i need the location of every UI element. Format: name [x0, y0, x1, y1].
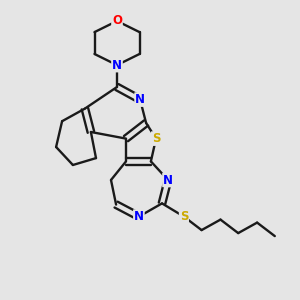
Text: O: O: [112, 14, 122, 28]
Text: N: N: [163, 173, 173, 187]
Text: N: N: [112, 58, 122, 72]
Text: S: S: [152, 132, 160, 145]
Text: N: N: [134, 210, 144, 223]
Text: N: N: [135, 93, 145, 106]
Text: S: S: [180, 210, 188, 223]
